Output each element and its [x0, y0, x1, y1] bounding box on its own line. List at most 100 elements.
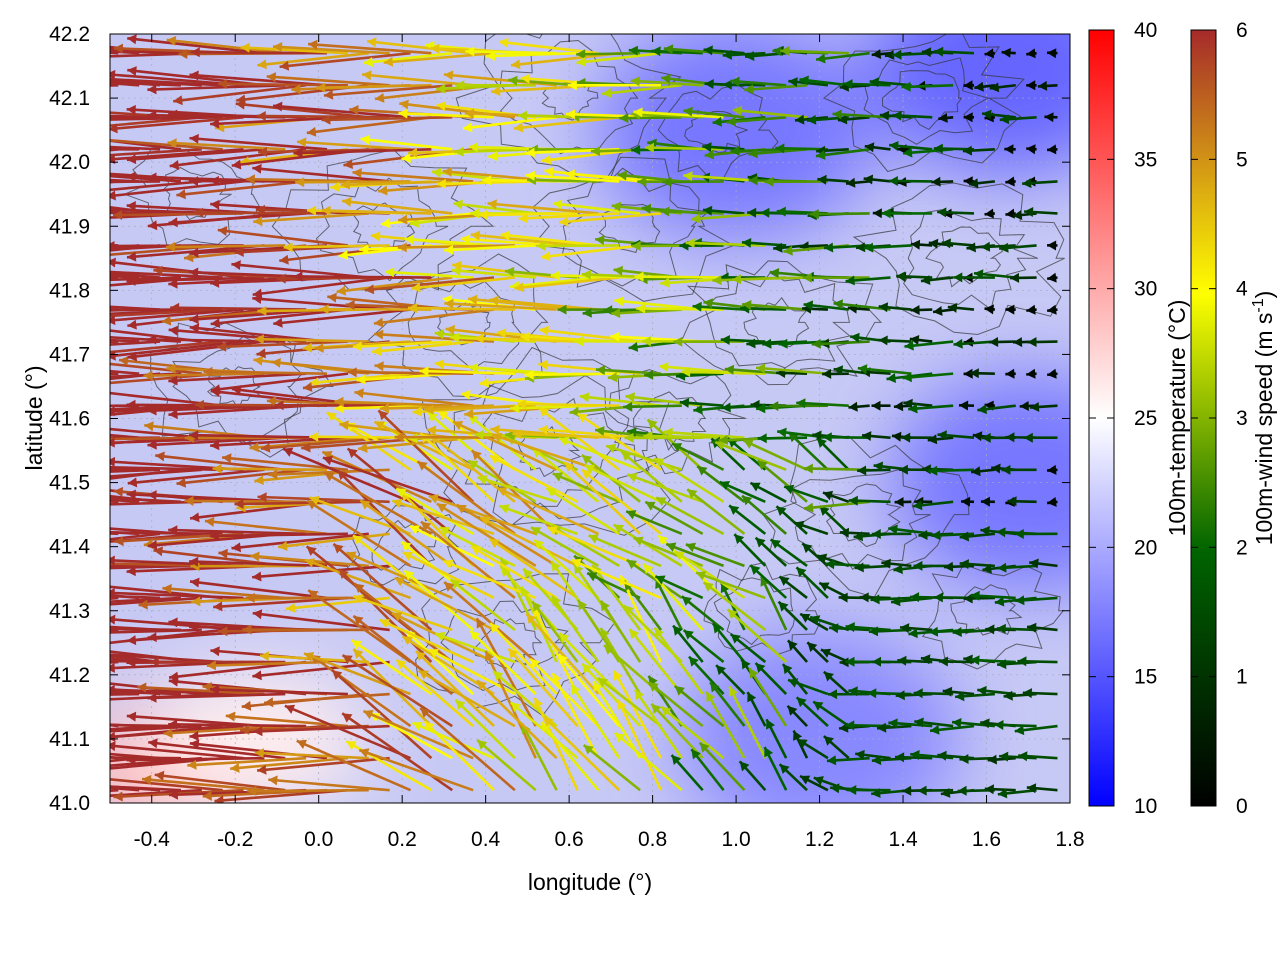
wind-arrow-head: [732, 274, 742, 285]
wind-arrow-head: [360, 500, 371, 510]
wind-arrow-shaft: [253, 212, 369, 224]
wind-colorbar-tick-label: 0: [1236, 795, 1248, 818]
wind-arrow-shaft: [253, 724, 390, 733]
wind-arrow-head: [343, 159, 353, 169]
wind-arrow-head: [213, 601, 223, 612]
wind-arrow-head: [236, 94, 246, 105]
wind-arrow-head: [342, 655, 353, 665]
wind-arrow-head: [110, 154, 116, 165]
wind-arrow-head: [257, 764, 267, 775]
wind-arrow-shaft: [581, 662, 642, 727]
wind-arrow-head: [22, 617, 31, 627]
wind-arrow-shaft: [110, 531, 223, 536]
wind-arrow-shaft: [623, 580, 662, 631]
wind-arrow-shaft: [605, 444, 683, 472]
wind-arrow-head: [256, 111, 266, 121]
wind-arrow-head: [218, 548, 228, 559]
wind-arrow-head: [757, 433, 767, 444]
wind-arrow-head: [126, 154, 137, 165]
wind-arrow-shaft: [352, 171, 474, 183]
wind-arrow-head: [252, 163, 262, 174]
wind-arrow-head: [2, 200, 11, 210]
wind-arrow-head: [127, 351, 138, 362]
wind-arrow-head: [464, 108, 474, 119]
wind-arrow-shaft: [811, 340, 870, 346]
wind-arrow-head: [530, 658, 541, 669]
wind-arrow-head: [114, 536, 124, 547]
wind-arrow-head: [306, 546, 317, 556]
wind-arrow-head: [501, 567, 511, 578]
wind-arrow-head: [957, 785, 967, 796]
wind-arrow-head: [1, 715, 10, 725]
wind-arrow-shaft: [110, 308, 244, 322]
wind-arrow-shaft: [384, 270, 474, 279]
wind-arrow-shaft: [110, 723, 119, 728]
wind-arrow-shaft: [141, 777, 265, 792]
wind-arrow-shaft: [500, 233, 599, 247]
wind-arrow-head: [673, 336, 683, 347]
wind-arrow-head: [1010, 272, 1020, 283]
wind-arrow-head: [775, 143, 785, 154]
y-tick-label: 41.8: [49, 279, 90, 302]
wind-arrow-head: [520, 332, 530, 342]
wind-arrow-head: [148, 738, 158, 749]
wind-arrow-shaft: [545, 486, 620, 535]
wind-arrow-head: [938, 112, 948, 123]
cold-spot-0: [867, 34, 1070, 177]
wind-arrow-head: [241, 700, 252, 711]
wind-arrow-head: [316, 82, 326, 93]
wind-arrow-shaft: [411, 276, 516, 290]
wind-arrow-shaft: [653, 627, 704, 695]
wind-arrow-head: [126, 566, 136, 577]
wind-arrow-shaft: [363, 51, 453, 65]
wind-arrow-head: [685, 238, 695, 249]
wind-arrow-head: [65, 321, 75, 331]
wind-arrow-shaft: [660, 705, 725, 760]
wind-arrow-shaft: [332, 542, 433, 631]
wind-arrow-shaft: [576, 412, 662, 471]
wind-arrow-shaft: [110, 274, 140, 279]
wind-arrow-head: [301, 442, 311, 453]
wind-arrow-head: [245, 592, 255, 603]
wind-arrow-head: [321, 114, 331, 125]
wind-arrow-head: [372, 346, 382, 356]
wind-arrow-shaft: [110, 785, 182, 792]
wind-arrow-shaft: [538, 427, 641, 440]
wind-arrow-shaft: [728, 685, 767, 759]
wind-arrow-head: [819, 582, 830, 592]
wind-arrow-shaft: [110, 211, 119, 215]
wind-arrow-head: [624, 605, 634, 616]
wind-arrow-head: [434, 359, 445, 370]
wind-arrow-shaft: [256, 114, 390, 119]
wind-arrow-head: [663, 427, 673, 438]
wind-arrow-shaft: [467, 297, 578, 311]
wind-arrow-head: [859, 592, 869, 603]
wind-arrow-head: [643, 563, 654, 574]
wind-arrow-head: [838, 592, 848, 603]
wind-arrow-head: [1005, 304, 1015, 315]
wind-arrow-head: [590, 146, 601, 157]
wind-arrow-shaft: [268, 468, 390, 477]
wind-arrow-head: [845, 720, 855, 731]
wind-arrow-head: [937, 750, 947, 761]
wind-arrow-head: [807, 642, 818, 653]
wind-arrow-head: [857, 465, 867, 476]
wind-arrow-head: [209, 530, 219, 541]
wind-arrow-shaft: [576, 51, 641, 56]
wind-arrow-shaft: [665, 542, 725, 568]
wind-arrow-head: [1026, 80, 1036, 91]
wind-arrow-head: [581, 455, 592, 465]
wind-arrow-head: [249, 442, 259, 453]
wind-arrow-shaft: [127, 340, 265, 359]
wind-arrow-head: [692, 301, 702, 312]
wind-arrow-shaft: [110, 653, 223, 664]
wind-arrow-head: [336, 285, 347, 296]
wind-arrow-head: [436, 83, 446, 94]
wind-arrow-head: [596, 365, 606, 376]
temperature-colorbar-tick-label: 30: [1134, 278, 1157, 301]
wind-arrow-head: [538, 359, 548, 370]
wind-arrow-shaft: [126, 756, 265, 762]
wind-arrow-head: [230, 762, 240, 773]
wind-arrow-head: [149, 656, 159, 667]
wind-colorbar-tick-label: 4: [1236, 278, 1248, 301]
